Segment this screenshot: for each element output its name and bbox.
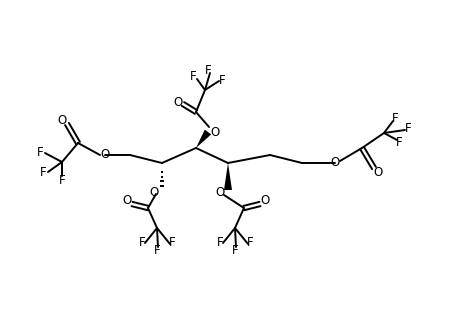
Text: O: O [149, 186, 158, 199]
Text: O: O [330, 156, 339, 169]
Text: F: F [138, 237, 145, 250]
Polygon shape [224, 163, 232, 190]
Text: O: O [373, 165, 382, 178]
Text: F: F [395, 136, 401, 149]
Text: F: F [153, 244, 160, 257]
Text: F: F [204, 64, 211, 77]
Text: O: O [100, 149, 109, 162]
Text: F: F [189, 71, 196, 84]
Text: O: O [260, 193, 269, 206]
Text: O: O [173, 95, 182, 108]
Text: F: F [391, 112, 397, 125]
Text: F: F [216, 237, 223, 250]
Text: F: F [40, 165, 46, 178]
Text: O: O [57, 114, 67, 128]
Text: O: O [215, 186, 224, 199]
Text: F: F [169, 237, 175, 250]
Polygon shape [195, 130, 211, 148]
Text: F: F [58, 174, 65, 186]
Text: F: F [218, 73, 225, 86]
Text: O: O [210, 126, 219, 139]
Text: F: F [404, 121, 410, 135]
Text: F: F [246, 237, 253, 250]
Text: O: O [122, 193, 131, 206]
Text: F: F [231, 244, 238, 257]
Text: F: F [37, 147, 43, 160]
